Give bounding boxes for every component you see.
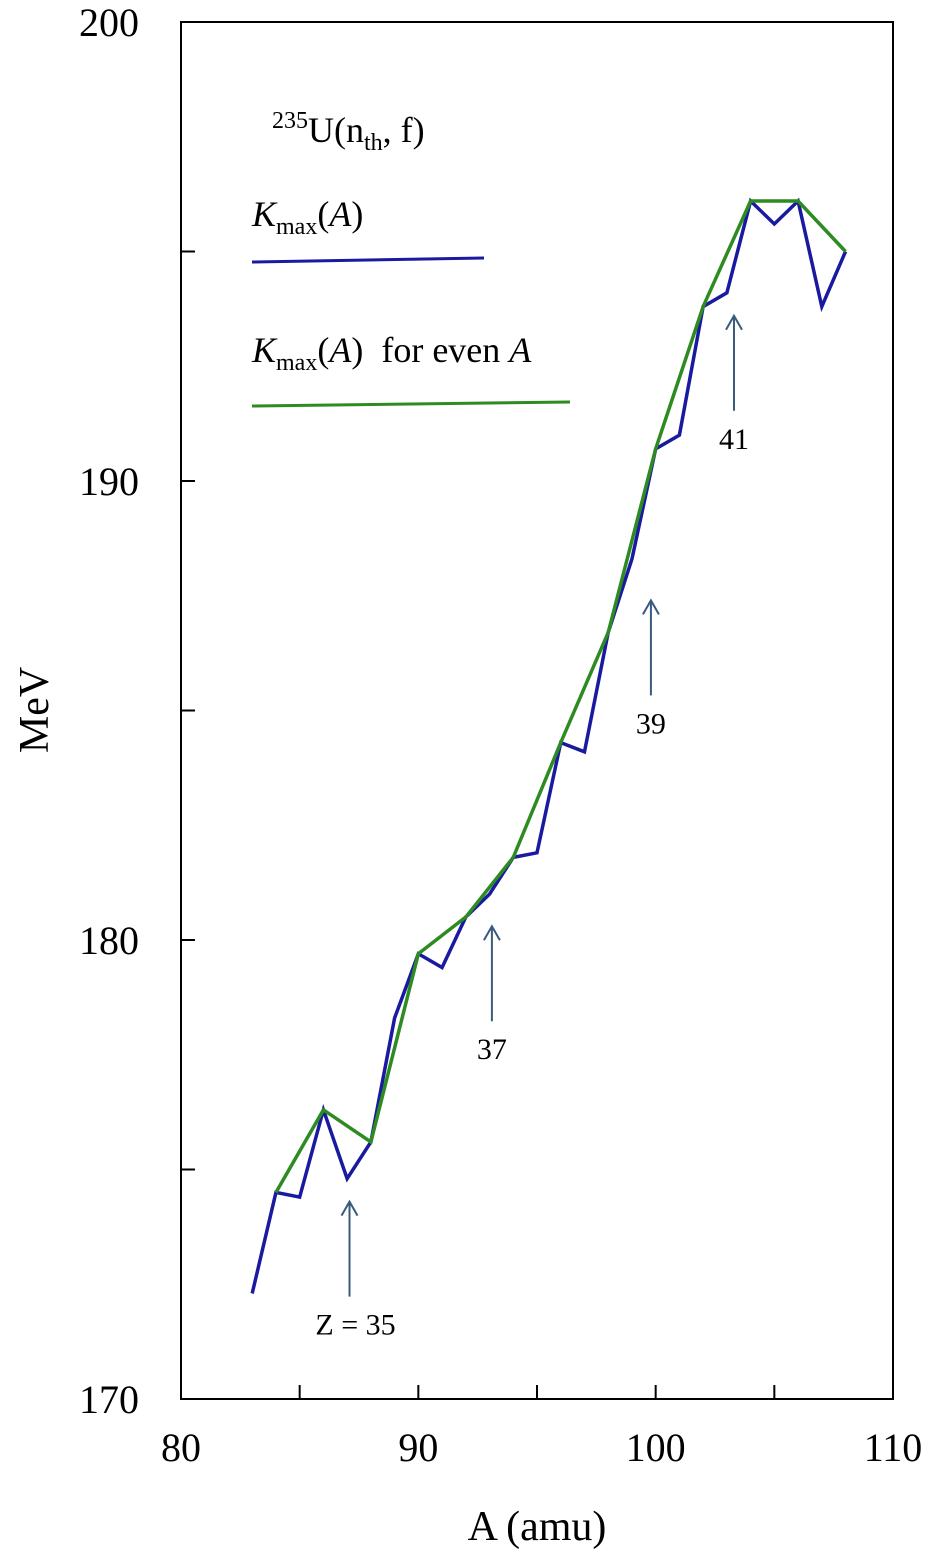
z-annotations: Z = 35 37 39 41 [315,313,749,1342]
z-annotation: 37 [477,924,507,1066]
annotation-label: 37 [477,1033,507,1066]
legend-swatch-kmax [251,256,485,264]
z-annotation: 39 [636,598,666,740]
annotation-label: 41 [719,423,749,456]
series-layer [250,197,848,1294]
annotation-arrow-head [340,1199,359,1217]
series-line-kmax [250,197,848,1294]
x-tick-label: 80 [161,1425,201,1470]
z-annotation: Z = 35 [315,1199,396,1342]
annotation-arrow-head [483,924,501,941]
x-tick-label: 100 [626,1425,686,1470]
x-axis-title: A (amu) [468,1504,607,1550]
axis-ticks [180,21,894,1400]
legend-swatch-kmax-even [251,400,571,408]
x-tick-label: 90 [398,1425,438,1470]
tick-labels: 80 90 100 110 170 180 190 200 [79,0,922,1470]
annotation-label: Z = 35 [315,1309,395,1342]
legend-label-kmax: Kmax(A) [251,194,363,240]
z-annotation: 41 [719,313,749,456]
legend: 235U(nth, f) Kmax(A) Kmax(A) for even A [251,108,571,408]
legend-label-kmax-even: Kmax(A) for even A [251,330,532,376]
annotation-arrow-head [642,598,660,615]
y-tick-label: 180 [79,918,139,963]
y-tick-label: 190 [79,459,139,504]
reaction-label: 235U(nth, f) [272,108,425,156]
y-tick-label: 170 [79,1377,139,1422]
series-line-kmax-even [274,199,847,1194]
annotation-arrow-head [725,313,743,331]
annotation-label: 39 [636,707,666,740]
y-axis-title: MeV [12,667,58,753]
y-tick-label: 200 [79,0,139,45]
x-tick-label: 110 [864,1425,923,1470]
